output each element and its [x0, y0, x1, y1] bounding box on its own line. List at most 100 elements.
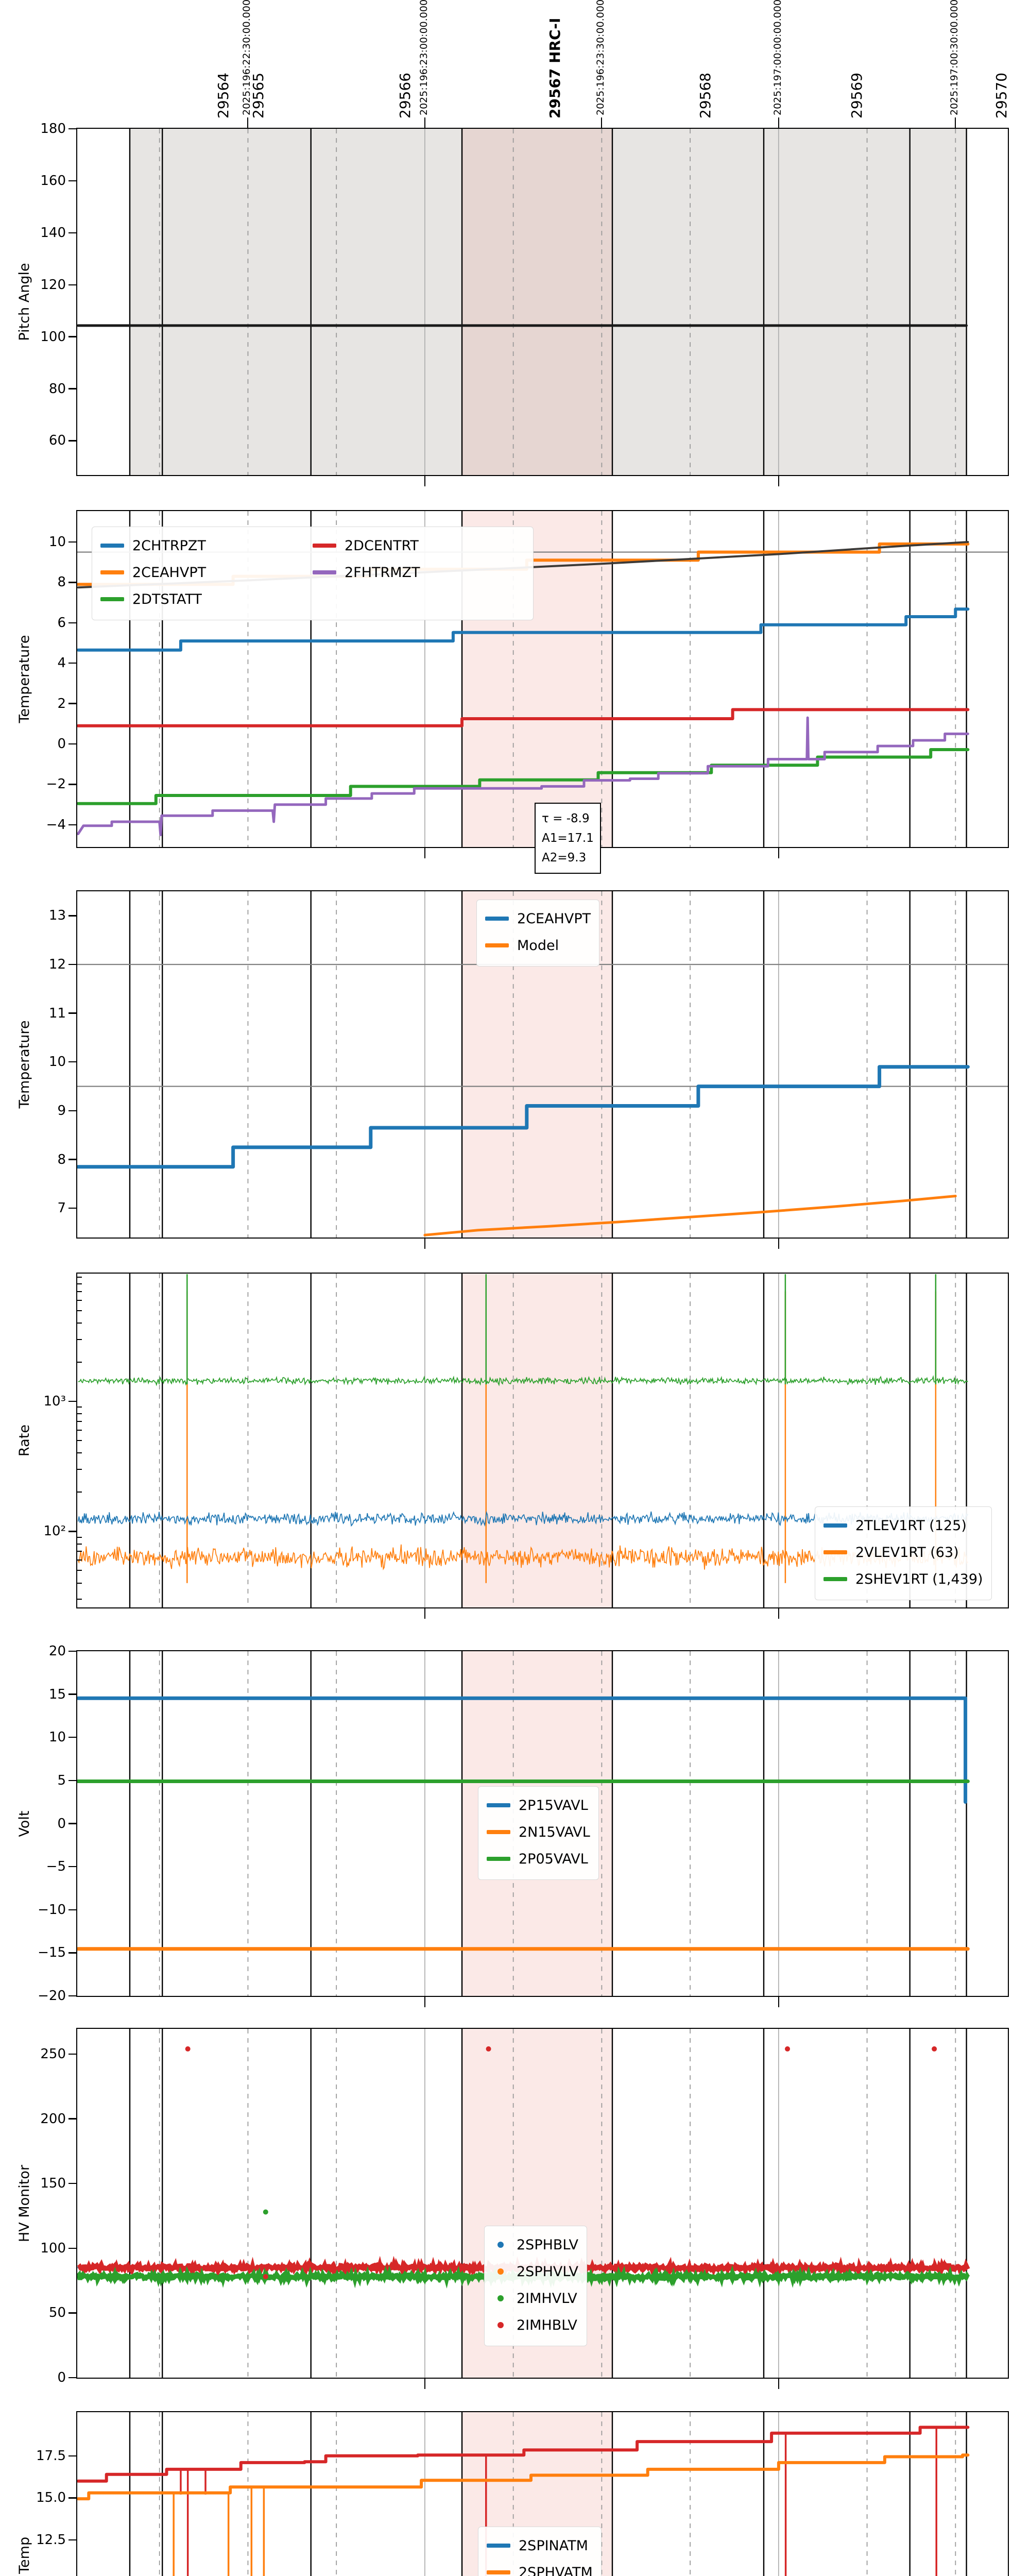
- legend-entry-label: 2IMHBLV: [517, 2317, 577, 2333]
- obsid-label: 29569: [848, 72, 865, 118]
- legend-entry: 2IMHBLV: [493, 2312, 578, 2338]
- y-minor-tick-mark: [77, 1406, 82, 1408]
- chart-canvas-pitch: [77, 129, 968, 475]
- y-minor-tick-mark: [77, 1361, 82, 1363]
- y-tick-mark: [68, 1400, 76, 1402]
- legend-ceahvpt-model: 2CEAHVPT Model: [476, 900, 600, 967]
- y-tick-label: 5: [57, 1772, 66, 1788]
- x-hour-tick: [424, 847, 425, 858]
- legend-entry-label: 2N15VAVL: [519, 1824, 590, 1840]
- y-tick-label: 100: [40, 329, 66, 345]
- legend-entry: 2SHEV1RT (1,439): [823, 1566, 983, 1592]
- y-tick-mark: [68, 582, 76, 583]
- plot-volts: 20 15 10 5 0 −5 −10 −15 −20 Volt 2P15VAVL 2N15VAVL 2…: [16, 1645, 1009, 2007]
- obsid-label: 29570: [992, 72, 1010, 118]
- chart-canvas-rates: [77, 1274, 969, 1607]
- y-tick-mark: [68, 180, 76, 182]
- legend-entry: 2DTSTATT: [100, 586, 313, 613]
- plot-ceahvpt-model: 13 12 11 10 9 8 7 Temperature 2CEAHVPT Model: [16, 890, 1009, 1249]
- y-tick-mark: [68, 1823, 76, 1824]
- obsid-label: 29565: [250, 72, 267, 118]
- y-minor-tick-mark: [77, 1543, 82, 1545]
- x-hour-tick: [424, 1996, 425, 2007]
- y-minor-tick-mark: [77, 1338, 82, 1340]
- y-tick-mark: [68, 284, 76, 285]
- y-tick-mark: [68, 2053, 76, 2055]
- legend-entry: 2CEAHVPT: [100, 559, 313, 586]
- legend-entry: 2FHTRMZT: [313, 559, 525, 586]
- legend-line-marker: [823, 1523, 847, 1528]
- y-minor-tick-mark: [77, 1570, 82, 1571]
- legend-entry: 2VLEV1RT (63): [823, 1539, 983, 1566]
- y-tick-mark: [68, 2182, 76, 2184]
- y-tick-label: 11: [48, 1005, 66, 1021]
- legend-entry-label: 2P05VAVL: [519, 1851, 588, 1867]
- model-fit-annotation-line: A1=17.1: [542, 832, 594, 845]
- legend-entry-label: Model: [517, 937, 559, 954]
- y-tick-label: −4: [46, 817, 66, 833]
- y-tick-label: 10: [48, 1730, 66, 1745]
- y-tick-mark: [68, 1693, 76, 1695]
- y-tick-mark: [68, 1995, 76, 1997]
- obsid-label: 29566: [396, 72, 414, 118]
- y-tick-label: −2: [46, 776, 66, 792]
- legend-entry-label: 2SPHVATM: [519, 2564, 593, 2576]
- y-tick-label: 20: [48, 1643, 66, 1659]
- legend-entry: 2P15VAVL: [487, 1792, 590, 1819]
- legend-line-marker: [313, 570, 336, 574]
- y-tick-mark: [68, 1650, 76, 1652]
- date-tick-label: 2025:196:22:30:00.000: [241, 0, 253, 115]
- y-tick-mark: [68, 743, 76, 745]
- y-tick-mark: [68, 1012, 76, 1014]
- y-tick-mark: [68, 622, 76, 623]
- y-tick-mark: [68, 232, 76, 233]
- y-tick-label: 0: [57, 1816, 66, 1832]
- y-axis-title-detector-temps: Detector Temp: [16, 2537, 32, 2576]
- legend-line-marker: [487, 2570, 510, 2574]
- y-tick-mark: [68, 2377, 76, 2379]
- y-axis-title-volts: Volt: [16, 1810, 32, 1837]
- date-tick-label: 2025:197:00:00:00.000: [771, 0, 783, 115]
- model-fit-annotation-line: A2=9.3: [542, 851, 587, 865]
- y-minor-tick-mark: [77, 1468, 82, 1470]
- x-hour-tick: [424, 2378, 425, 2389]
- legend-entry-label: 2SPINATM: [519, 2537, 588, 2554]
- legend-entry: 2CEAHVPT: [485, 905, 591, 932]
- y-minor-tick-mark: [77, 1291, 82, 1292]
- x-hour-tick: [778, 1607, 779, 1619]
- y-minor-tick-mark: [77, 1322, 82, 1324]
- y-tick-mark: [68, 541, 76, 543]
- legend-line-marker: [485, 943, 509, 947]
- legend-line-marker: [100, 570, 124, 574]
- y-minor-tick-mark: [77, 1439, 82, 1441]
- legend-entry: 2CHTRPZT: [100, 532, 313, 559]
- y-tick-label: 12.5: [36, 2532, 66, 2548]
- y-tick-mark: [68, 915, 76, 917]
- plot-cea-temps: 10 8 6 4 2 0 −2 −4 Temperature 2CHTRPZT 2CEAHVPT 2D…: [16, 510, 1009, 874]
- x-hour-tick: [424, 1238, 425, 1249]
- y-minor-tick-mark: [77, 1283, 82, 1284]
- x-hour-tick: [778, 847, 779, 858]
- y-minor-tick-mark: [77, 1277, 82, 1278]
- y-tick-label: 200: [40, 2111, 66, 2127]
- y-tick-label: 10: [48, 1054, 66, 1070]
- y-tick-mark: [68, 336, 76, 337]
- legend-dot-marker: [497, 2295, 504, 2301]
- y-tick-mark: [68, 2497, 76, 2499]
- legend-line-marker: [823, 1550, 847, 1554]
- obsid-label: 29564: [215, 72, 232, 118]
- plot-pitch: 180 160 140 120 100 80 60 Pitch Angle: [16, 117, 1009, 486]
- y-minor-tick-mark: [77, 1310, 82, 1311]
- y-tick-label: 6: [57, 615, 66, 631]
- y-tick-mark: [68, 663, 76, 664]
- y-tick-label: 10²: [43, 1523, 66, 1539]
- legend-entry-label: 2VLEV1RT (63): [855, 1544, 959, 1561]
- y-tick-mark: [68, 703, 76, 704]
- y-tick-label: 15: [48, 1686, 66, 1702]
- y-tick-label: −5: [46, 1859, 66, 1875]
- legend-detector-temps: 2SPINATM2SPHVATM2IMINATM2IMHVATM: [478, 2527, 602, 2576]
- y-tick-label: 2: [57, 696, 66, 711]
- y-tick-label: 80: [48, 381, 66, 397]
- y-tick-mark: [68, 1909, 76, 1910]
